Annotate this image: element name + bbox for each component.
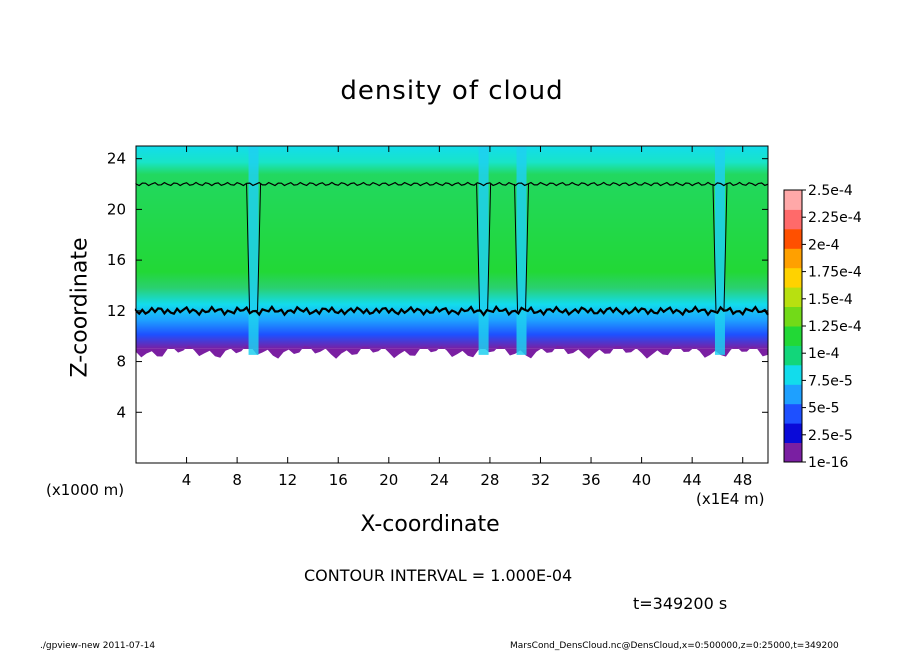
x-tick-label: 32 [531, 471, 550, 489]
contour-upper [135, 181, 769, 187]
x-tick-label: 48 [733, 471, 752, 489]
colorbar-label: 1e-4 [808, 346, 840, 362]
contour-column-edge [712, 184, 728, 311]
colorbar-swatch [784, 384, 802, 405]
y-tick-label: 16 [107, 251, 126, 269]
colorbar-swatch [784, 306, 802, 327]
density-field [136, 146, 768, 359]
contour-column-edge [514, 184, 530, 311]
x-tick-label: 16 [329, 471, 348, 489]
cloud-layer [136, 146, 768, 349]
time-label: t=349200 s [633, 594, 728, 613]
clear-column [516, 146, 527, 355]
footer-left: ./gpview-new 2011-07-14 [40, 641, 156, 651]
colorbar-swatch [784, 345, 802, 366]
y-axis-label: Z-coordinate [67, 237, 93, 378]
x-tick-label: 8 [232, 471, 242, 489]
colorbar-swatch [784, 423, 802, 443]
colorbar-label: 1.25e-4 [808, 319, 862, 335]
contour-column-edge [246, 184, 262, 311]
colorbar-swatch [784, 364, 802, 385]
x-tick-label: 28 [480, 471, 499, 489]
x-tick-label: 36 [581, 471, 600, 489]
clear-column [478, 146, 489, 355]
colorbar-label: 5e-5 [808, 401, 839, 417]
x-tick-label: 44 [683, 471, 702, 489]
colorbar-label: 2.25e-4 [808, 210, 862, 226]
cloud-base-edge [136, 345, 768, 359]
plot-frame [135, 145, 769, 464]
colorbar-label: 7.5e-5 [808, 373, 853, 389]
y-tick-label: 12 [107, 302, 126, 320]
colorbar-swatch [784, 248, 802, 269]
colorbar-label: 1e-16 [808, 455, 848, 471]
colorbar: 1e-16 2.5e-5 5e-5 7.5e-5 1e-4 1.25e-4 1.5e-4 1.… [783, 183, 862, 471]
x-tick-label: 24 [430, 471, 449, 489]
y-tick-label: 24 [107, 150, 126, 168]
colorbar-swatch [784, 442, 802, 463]
colorbar-label: 2e-4 [808, 237, 840, 253]
colorbar-label: 1.75e-4 [808, 265, 862, 281]
contour-column-edge [476, 184, 492, 311]
colorbar-swatch [784, 209, 802, 230]
colorbar-label: 1.5e-4 [808, 292, 853, 308]
chart-title: density of cloud [340, 76, 564, 106]
x-axis-label: X-coordinate [360, 512, 500, 537]
y-tick-label: 4 [116, 403, 126, 421]
footer-right: MarsCond_DensCloud.nc@DensCloud,x=0:5000… [510, 641, 839, 651]
contour-lower [134, 304, 769, 317]
x-axis-unit: (x1E4 m) [696, 490, 765, 508]
contour-interval-text: CONTOUR INTERVAL = 1.000E-04 [304, 566, 573, 585]
x-axis-ticks: 4 8 12 16 20 24 28 32 36 40 44 48 [182, 146, 752, 489]
colorbar-swatch [784, 326, 802, 346]
clear-column [248, 146, 259, 355]
colorbar-swatch [784, 403, 802, 424]
contour-lines [134, 181, 769, 317]
colorbar-swatch [784, 287, 802, 307]
y-axis-unit: (x1000 m) [46, 481, 125, 499]
x-tick-label: 20 [379, 471, 398, 489]
colorbar-swatch [784, 190, 802, 210]
x-tick-label: 4 [182, 471, 192, 489]
y-tick-label: 8 [116, 353, 126, 371]
x-tick-label: 40 [632, 471, 651, 489]
x-tick-label: 12 [278, 471, 297, 489]
colorbar-label: 2.5e-4 [808, 183, 853, 199]
y-tick-label: 20 [107, 200, 126, 218]
colorbar-swatch [784, 228, 802, 249]
colorbar-label: 2.5e-5 [808, 428, 853, 444]
y-axis-ticks: 4 8 12 16 20 24 [107, 150, 768, 421]
colorbar-swatch [784, 267, 802, 288]
clear-column [714, 146, 725, 355]
